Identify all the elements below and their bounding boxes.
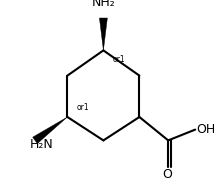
Text: NH₂: NH₂ <box>92 0 115 9</box>
Text: O: O <box>162 168 172 180</box>
Polygon shape <box>33 117 67 144</box>
Text: or1: or1 <box>112 55 125 64</box>
Text: or1: or1 <box>76 103 89 112</box>
Text: H₂N: H₂N <box>30 138 53 150</box>
Text: OH: OH <box>196 123 214 136</box>
Polygon shape <box>100 18 107 50</box>
